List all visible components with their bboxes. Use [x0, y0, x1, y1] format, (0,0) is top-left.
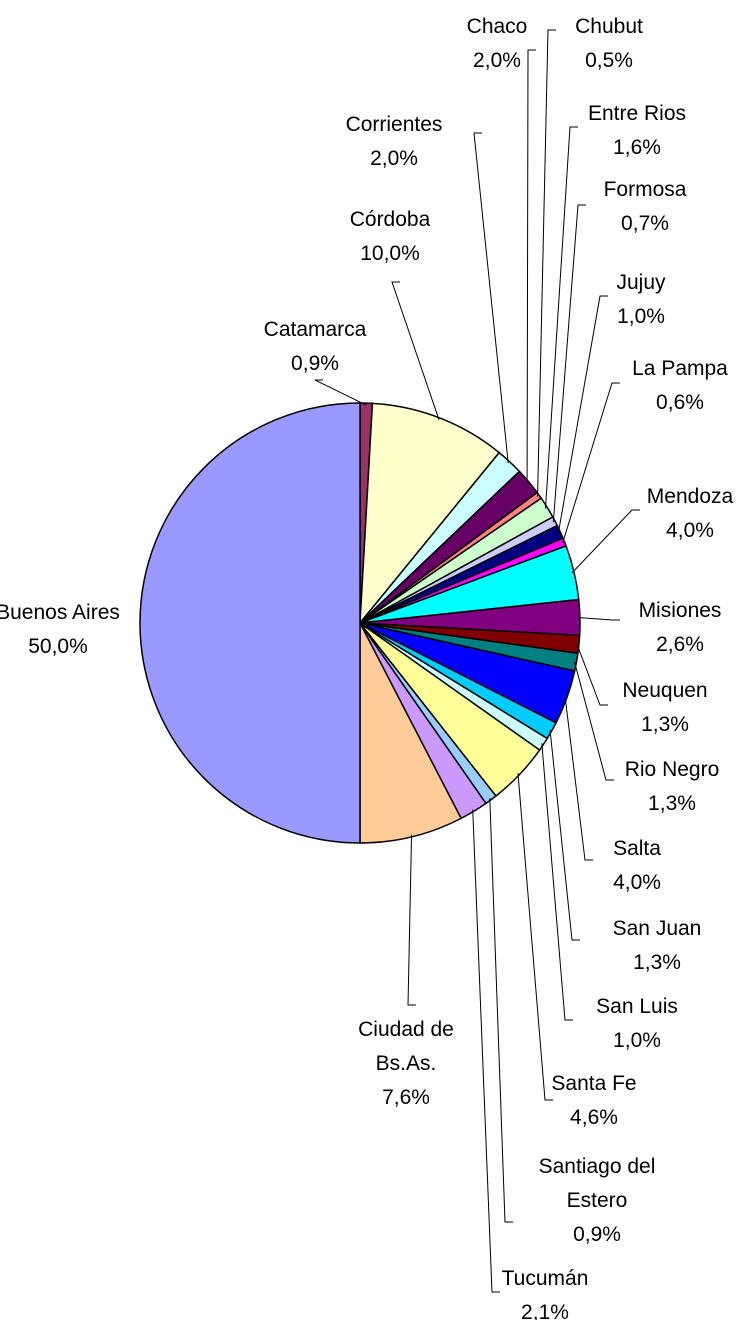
value-label: 0,5%: [585, 49, 633, 72]
leader-line: [489, 798, 513, 1223]
slice-label: Rio Negro 1,3%: [625, 753, 720, 821]
category-label: Neuquen: [622, 679, 708, 702]
slice-label: Misiones 2,6%: [639, 594, 722, 662]
slice-label: San Luis 1,0%: [596, 990, 678, 1058]
slice-label: Chaco 2,0%: [467, 10, 528, 78]
slice-label: Catamarca 0,9%: [264, 313, 367, 381]
slice-label: Jujuy 1,0%: [616, 266, 665, 334]
leader-line: [473, 132, 509, 464]
slice-label: Santiago del Estero 0,9%: [522, 1150, 672, 1252]
slice-label: San Juan 1,3%: [613, 912, 702, 980]
category-label: Tucumán: [501, 1267, 589, 1290]
category-label: Salta: [613, 837, 661, 860]
value-label: 50,0%: [28, 635, 88, 658]
value-label: 2,6%: [656, 633, 704, 656]
leader-line: [472, 809, 500, 1293]
leader-line: [314, 379, 367, 406]
category-label: Catamarca: [263, 318, 367, 341]
slice-label: Entre Rios 1,6%: [588, 97, 686, 165]
value-label: 2,1%: [521, 1301, 569, 1320]
slice-label: Tucumán 2,1%: [502, 1262, 589, 1320]
category-label: Santa Fe: [551, 1072, 637, 1095]
value-label: 0,6%: [656, 391, 704, 414]
value-label: 1,3%: [633, 951, 681, 974]
category-label: Córdoba: [349, 208, 431, 231]
value-label: 4,6%: [570, 1106, 618, 1129]
category-label: Chubut: [575, 15, 643, 38]
category-label: Entre Rios: [587, 102, 687, 125]
category-label: Formosa: [603, 178, 687, 201]
value-label: 1,3%: [641, 713, 689, 736]
category-label: Santiago del Estero: [538, 1155, 656, 1212]
value-label: 0,7%: [621, 212, 669, 235]
category-label: Chaco: [466, 15, 528, 38]
leader-line: [407, 834, 416, 1006]
leader-line: [549, 729, 580, 941]
slice-label: Chubut 0,5%: [575, 10, 643, 78]
category-label: Misiones: [638, 599, 722, 622]
slice-label: Neuquen 1,3%: [622, 674, 707, 742]
pie-slice: [139, 402, 361, 844]
leader-line: [562, 382, 620, 543]
category-label: San Luis: [596, 995, 678, 1018]
slice-label: Santa Fe 4,6%: [551, 1067, 636, 1135]
category-label: Corrientes: [345, 113, 443, 136]
slice-label: Córdoba 10,0%: [350, 203, 431, 271]
slice-label: Buenos Aires 50,0%: [0, 596, 120, 664]
value-label: 0,9%: [291, 352, 339, 375]
category-label: Mendoza: [646, 485, 734, 508]
leader-line: [526, 49, 536, 483]
category-label: Jujuy: [616, 271, 666, 294]
category-label: San Juan: [612, 917, 702, 940]
leader-line: [571, 509, 640, 574]
leader-line: [577, 617, 620, 621]
value-label: 4,0%: [666, 519, 714, 542]
slice-label: Corrientes 2,0%: [346, 108, 443, 176]
leader-line: [391, 281, 440, 420]
category-label: Buenos Aires: [0, 601, 120, 624]
leader-line: [517, 773, 553, 1101]
value-label: 1,0%: [613, 1029, 661, 1052]
value-label: 4,0%: [613, 871, 661, 894]
value-label: 10,0%: [360, 242, 420, 265]
category-label: Rio Negro: [624, 758, 720, 781]
value-label: 1,3%: [648, 792, 696, 815]
slice-label: Ciudad de Bs.As. 7,6%: [341, 1013, 471, 1115]
leader-line: [576, 644, 608, 706]
leader-line: [541, 743, 573, 1021]
leader-line: [552, 204, 586, 523]
value-label: 1,6%: [613, 136, 661, 159]
slice-label: Salta 4,0%: [613, 832, 661, 900]
value-label: 2,0%: [473, 49, 521, 72]
value-label: 1,0%: [617, 305, 665, 328]
leader-line: [574, 661, 614, 781]
slice-label: Formosa 0,7%: [604, 173, 687, 241]
value-label: 7,6%: [382, 1086, 430, 1109]
slice-label: La Pampa 0,6%: [632, 352, 728, 420]
leader-line: [564, 696, 593, 861]
slice-label: Mendoza 4,0%: [647, 480, 733, 548]
pie-slice: [359, 402, 501, 626]
category-label: Ciudad de Bs.As.: [358, 1018, 454, 1075]
leader-line: [557, 295, 608, 533]
value-label: 0,9%: [573, 1223, 621, 1246]
category-label: La Pampa: [632, 357, 728, 380]
leader-line: [545, 126, 578, 509]
value-label: 2,0%: [370, 147, 418, 170]
leader-line: [537, 29, 556, 497]
